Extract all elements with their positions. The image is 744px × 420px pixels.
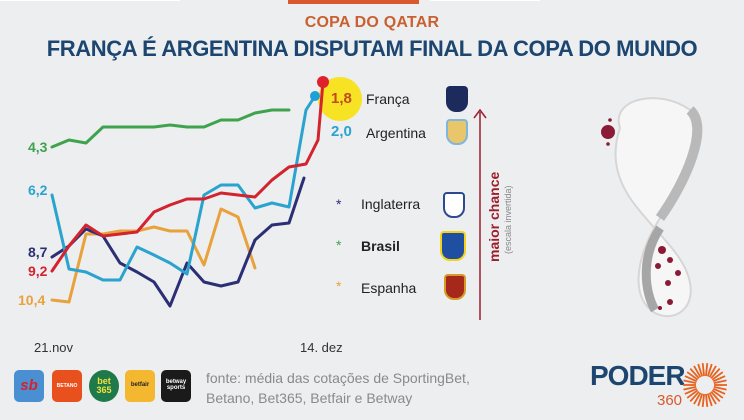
axis-note-main: maior chance: [486, 171, 502, 262]
legend-espanha-name: Espanha: [361, 280, 417, 296]
sportingbet-logo: sb: [14, 370, 44, 402]
series-line-inglaterra: [50, 176, 306, 308]
england-crest-icon: [443, 192, 465, 218]
legend-franca-value: 1,8: [331, 90, 352, 107]
bet365-logo: bet 365: [89, 370, 119, 402]
legend-inglaterra-marker: *: [336, 196, 342, 212]
source-line-1: fonte: média das cotações de SportingBet…: [206, 370, 470, 386]
legend-argentina-value: 2,0: [331, 123, 352, 140]
source-line-2: Betano, Bet365, Betfair e Betway: [206, 390, 413, 406]
brand-logo-text: PODER: [590, 360, 686, 391]
france-crest-icon: [446, 86, 468, 112]
end-marker-argentina: [310, 91, 320, 101]
legend-espanha-marker: *: [336, 278, 342, 294]
series-line-frança: [50, 80, 325, 273]
brand-logo-sub: 360: [657, 392, 683, 409]
x-axis-end-label: 14. dez: [300, 340, 343, 355]
brazil-crest-icon: [440, 231, 466, 261]
series-line-espanha: [50, 207, 257, 304]
top-accent-bar: [0, 0, 744, 4]
argentina-crest-icon: [446, 119, 468, 145]
axis-note-sub: (escala invertida): [503, 185, 513, 254]
source-note: fonte: média das cotações de SportingBet…: [206, 368, 470, 408]
start-label-argentina: 6,2: [28, 182, 48, 198]
betway-logo: betway sports: [161, 370, 191, 402]
legend-brasil-name: Brasil: [361, 238, 400, 254]
start-label-franca: 9,2: [28, 263, 48, 279]
series-line-brasil: [50, 108, 291, 149]
start-label-espanha: 10,4: [18, 292, 46, 308]
start-label-brasil: 4,3: [28, 139, 48, 155]
spain-crest-icon: [444, 274, 466, 300]
sun-logo-icon: [683, 363, 727, 407]
axis-note: maior chance (escala invertida): [486, 171, 513, 262]
up-arrow-icon: [473, 108, 487, 320]
chart-kicker: COPA DO QATAR: [304, 14, 440, 31]
legend-brasil-marker: *: [336, 237, 342, 253]
legend-franca-name: França: [366, 91, 410, 107]
betfair-logo: betfair: [125, 370, 155, 402]
betano-logo: BETANO: [52, 370, 82, 402]
chart-title: FRANÇA É ARGENTINA DISPUTAM FINAL DA COP…: [46, 36, 698, 61]
legend-inglaterra-name: Inglaterra: [361, 196, 421, 212]
world-cup-emblem-icon: [601, 97, 703, 318]
start-label-inglaterra: 8,7: [28, 244, 48, 260]
x-axis-start-label: 21.nov: [34, 340, 74, 355]
end-marker-frança: [317, 76, 329, 88]
series-line-argentina: [50, 94, 317, 282]
legend-argentina-name: Argentina: [366, 125, 426, 141]
